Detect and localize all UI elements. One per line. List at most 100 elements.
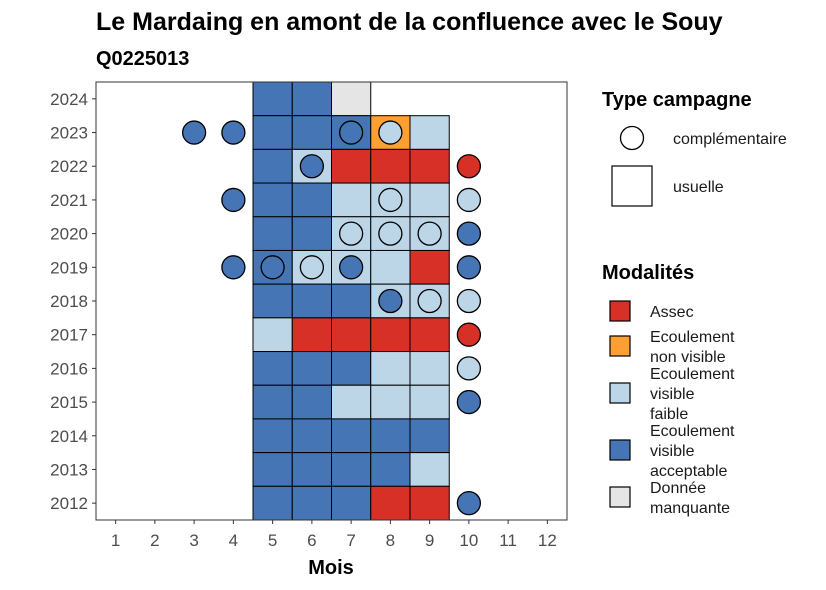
y-tick-label-2023: 2023 xyxy=(50,124,88,143)
legend-usuelle-label: usuelle xyxy=(673,179,724,196)
y-tick-label-2020: 2020 xyxy=(50,225,88,244)
cell-2014-6 xyxy=(291,418,332,454)
legend-assec-swatch xyxy=(609,300,631,322)
cell-2013-6 xyxy=(291,452,332,487)
point-2018-10 xyxy=(456,288,482,314)
point-2020-10 xyxy=(456,221,482,246)
x-tick-label-6: 6 xyxy=(307,531,316,550)
y-tick-label-2017: 2017 xyxy=(50,326,88,345)
legend-ecoulement-non-visible-label: Ecoulement non visible xyxy=(650,329,735,366)
point-2023-7 xyxy=(338,120,364,145)
legend-assec-label: Assec xyxy=(650,304,694,321)
point-2020-7 xyxy=(338,221,364,246)
y-axis: 2012 2013 2014 2015 2016 2017 2018 2019 2020 2021… xyxy=(50,90,96,513)
point-2023-3 xyxy=(181,120,207,145)
cell-2024-7 xyxy=(331,81,372,117)
cell-2019-8 xyxy=(370,249,411,285)
cell-2023-5 xyxy=(252,115,293,150)
point-2020-8 xyxy=(378,221,403,246)
cell-2016-6 xyxy=(291,351,332,386)
point-2021-4 xyxy=(221,187,246,213)
y-tick-label-2021: 2021 xyxy=(50,191,88,210)
cell-2022-7 xyxy=(331,148,372,184)
legend-donnee-manquante-label: Donnée manquante xyxy=(650,480,730,517)
cell-2018-5 xyxy=(252,283,293,319)
point-2023-8 xyxy=(378,120,403,145)
cell-2012-8 xyxy=(370,485,411,521)
cell-2023-9 xyxy=(409,115,450,150)
legend-complementaire-symbol xyxy=(619,125,645,151)
x-tick-label-5: 5 xyxy=(268,531,277,550)
point-2023-4 xyxy=(221,120,246,145)
legend-usuelle-symbol xyxy=(611,165,653,207)
x-tick-label-9: 9 xyxy=(425,531,434,550)
point-2019-6 xyxy=(299,255,325,280)
point-2021-10 xyxy=(456,187,482,213)
cell-2016-9 xyxy=(409,351,450,386)
legend-ecoulement-non-visible-swatch xyxy=(609,335,631,357)
cell-2015-9 xyxy=(409,384,450,420)
y-tick-label-2024: 2024 xyxy=(50,90,88,109)
cell-2016-7 xyxy=(331,351,372,386)
cell-2014-8 xyxy=(370,418,411,454)
x-tick-label-4: 4 xyxy=(229,531,238,550)
cell-2016-5 xyxy=(252,351,293,386)
usuelle-cells xyxy=(252,81,450,521)
point-2019-5 xyxy=(260,255,285,280)
cell-2020-5 xyxy=(252,216,293,251)
y-tick-label-2012: 2012 xyxy=(50,494,88,513)
point-2020-9 xyxy=(417,221,442,246)
cell-2017-9 xyxy=(409,317,450,353)
legend-donnee-manquante-swatch xyxy=(609,486,631,508)
y-tick-label-2013: 2013 xyxy=(50,460,88,479)
cell-2017-8 xyxy=(370,317,411,353)
cell-2012-9 xyxy=(409,485,450,521)
legend-type-title: Type campagne xyxy=(602,89,752,111)
cell-2013-5 xyxy=(252,452,293,487)
legend-ecoulement-visible-acceptable-swatch xyxy=(609,439,631,461)
x-tick-label-12: 12 xyxy=(538,531,557,550)
cell-2014-5 xyxy=(252,418,293,454)
y-tick-label-2022: 2022 xyxy=(50,157,88,176)
cell-2024-6 xyxy=(291,81,332,117)
cell-2012-6 xyxy=(291,485,332,521)
cell-2018-6 xyxy=(291,283,332,319)
cell-2016-8 xyxy=(370,351,411,386)
point-2021-8 xyxy=(378,187,403,213)
cell-2013-8 xyxy=(370,452,411,487)
x-tick-label-2: 2 xyxy=(150,531,159,550)
legend-ecoulement-visible-faible-swatch xyxy=(609,382,631,404)
cell-2021-7 xyxy=(331,182,372,218)
x-tick-label-10: 10 xyxy=(459,531,478,550)
y-tick-label-2015: 2015 xyxy=(50,393,88,412)
point-2018-8 xyxy=(378,288,403,314)
cell-2017-5 xyxy=(252,317,293,353)
point-2022-6 xyxy=(299,154,325,179)
cell-2017-6 xyxy=(291,317,332,353)
point-2019-4 xyxy=(221,255,246,280)
chart-title: Le Mardaing en amont de la confluence av… xyxy=(96,8,723,36)
point-2019-7 xyxy=(338,255,364,280)
x-tick-label-1: 1 xyxy=(111,531,120,550)
cell-2022-8 xyxy=(370,148,411,184)
legend-ecoulement-visible-acceptable-label: Ecoulement visible acceptable xyxy=(650,423,735,480)
cell-2020-6 xyxy=(291,216,332,251)
x-axis-title: Mois xyxy=(308,557,354,579)
x-tick-label-7: 7 xyxy=(346,531,355,550)
legend-ecoulement-visible-faible-label: Ecoulement visible faible xyxy=(650,366,735,423)
point-2016-10 xyxy=(456,356,482,381)
point-2017-10 xyxy=(456,322,482,347)
y-tick-label-2019: 2019 xyxy=(50,258,88,277)
cell-2021-6 xyxy=(291,182,332,218)
legend-complementaire-label: complémentaire xyxy=(673,131,787,148)
cell-2012-5 xyxy=(252,485,293,521)
y-tick-label-2014: 2014 xyxy=(50,427,88,446)
x-tick-label-11: 11 xyxy=(499,531,517,550)
x-tick-label-3: 3 xyxy=(189,531,198,550)
cell-2015-5 xyxy=(252,384,293,420)
point-2015-10 xyxy=(456,389,482,415)
cell-2022-5 xyxy=(252,148,293,184)
x-axis: 1 2 3 4 5 6 7 8 9 10 11 12 xyxy=(111,520,557,550)
